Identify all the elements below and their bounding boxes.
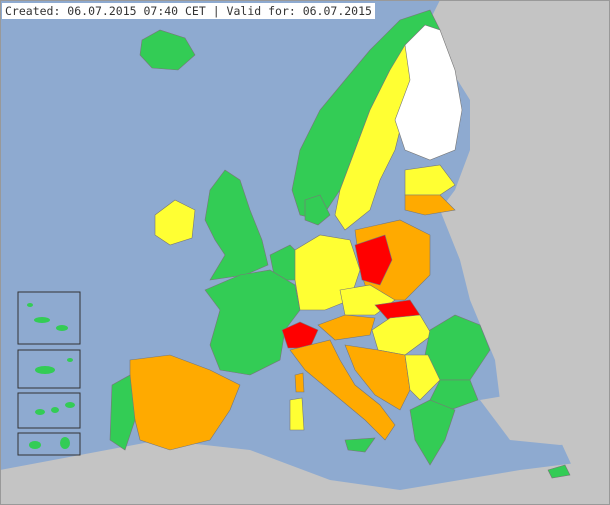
inset-islands: [27, 303, 75, 449]
header-timestamp: Created: 06.07.2015 07:40 CET | Valid fo…: [2, 3, 375, 19]
region-switzerland[interactable]: [281, 321, 319, 349]
region-serbia[interactable]: [404, 354, 441, 401]
region-cyprus[interactable]: [547, 464, 571, 479]
inset-small-islands[interactable]: [17, 432, 81, 456]
region-france[interactable]: [204, 269, 301, 376]
region-finland[interactable]: [394, 24, 463, 161]
region-ireland[interactable]: [154, 199, 196, 246]
inset-azores[interactable]: [17, 291, 81, 345]
inset-madeira[interactable]: [17, 349, 81, 389]
region-sicily[interactable]: [344, 437, 376, 453]
region-italy[interactable]: [289, 339, 396, 441]
inset-canary-islands[interactable]: [17, 392, 81, 429]
region-denmark[interactable]: [304, 194, 331, 226]
regions: [109, 9, 571, 479]
region-united-kingdom[interactable]: [204, 169, 269, 281]
inset-boxes: [17, 291, 81, 456]
region-portugal[interactable]: [109, 374, 136, 451]
region-sardinia[interactable]: [289, 397, 305, 431]
region-austria[interactable]: [317, 314, 376, 341]
region-corsica[interactable]: [294, 372, 305, 393]
region-poland-west[interactable]: [354, 234, 393, 286]
region-bulgaria[interactable]: [429, 379, 479, 411]
region-greece[interactable]: [409, 399, 456, 466]
region-lithuania[interactable]: [404, 194, 456, 216]
region-estonia-latvia[interactable]: [404, 164, 456, 196]
region-balkans[interactable]: [344, 344, 411, 411]
region-iceland[interactable]: [139, 29, 196, 71]
